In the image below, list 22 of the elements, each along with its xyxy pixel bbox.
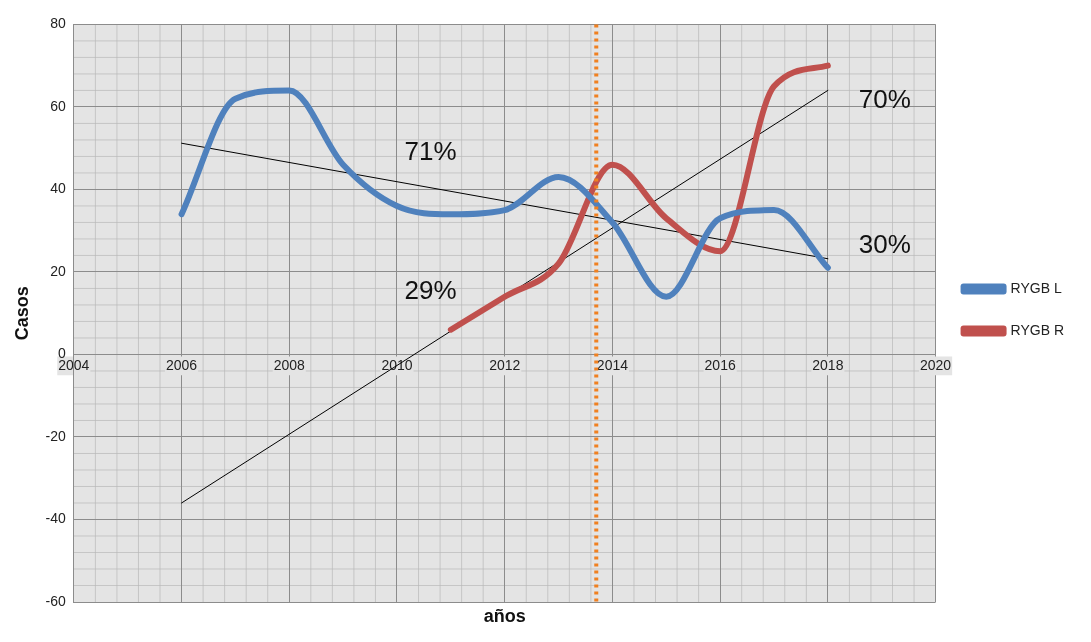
y-tick-label: -60 <box>45 592 67 609</box>
x-tick-label: 2018 <box>812 356 844 373</box>
legend-label: RYGB L <box>1010 279 1062 296</box>
x-tick-label: 2006 <box>165 356 198 373</box>
annotation: 71% <box>404 135 457 166</box>
y-tick-label: 60 <box>50 97 67 114</box>
legend-label: RYGB R <box>1010 321 1065 338</box>
x-tick-label: 2012 <box>489 356 521 373</box>
y-tick-label: 80 <box>50 15 67 32</box>
y-tick-label: 40 <box>50 180 67 197</box>
y-tick-label: 20 <box>50 262 67 279</box>
annotation: 70% <box>858 84 911 115</box>
y-axis-title: Casos <box>11 286 32 341</box>
annotation: 29% <box>404 275 457 305</box>
x-tick-label: 2014 <box>596 356 629 373</box>
x-axis-title: años <box>483 605 526 626</box>
x-tick-label: 2020 <box>920 356 952 373</box>
y-tick-label: -40 <box>45 510 67 527</box>
x-tick-label: 2016 <box>704 356 736 373</box>
x-tick-label: 2008 <box>273 356 306 373</box>
annotation: 30% <box>858 228 911 259</box>
y-tick-label: -20 <box>45 427 67 444</box>
